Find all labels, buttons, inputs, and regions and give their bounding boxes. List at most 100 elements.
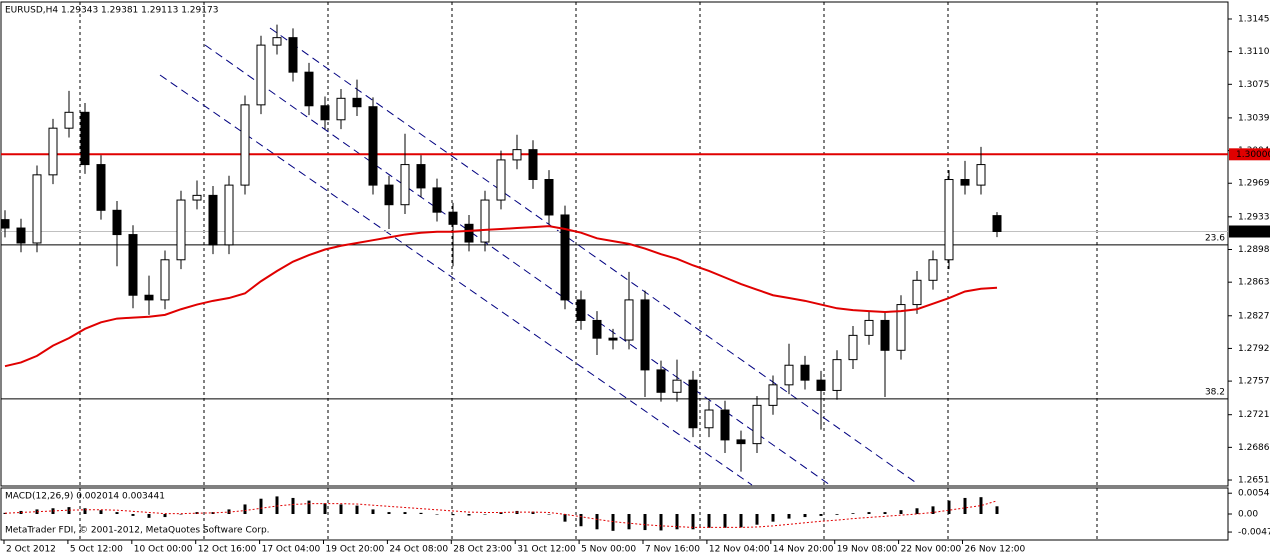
macd-bar xyxy=(659,514,663,531)
candle-body xyxy=(560,214,570,301)
candle-body xyxy=(240,104,250,186)
macd-bar xyxy=(691,514,695,530)
channel xyxy=(159,27,916,486)
macd-bar xyxy=(115,512,119,514)
macd-bar xyxy=(483,514,487,515)
y-tick-label: 1.28270 xyxy=(1238,311,1270,321)
candle-body xyxy=(736,439,746,445)
y-tick-label: 1.26860 xyxy=(1238,443,1270,453)
x-tick-label: 12 Nov 04:00 xyxy=(709,545,770,555)
candle-body xyxy=(80,111,90,166)
macd-bar xyxy=(707,514,711,528)
y-tick-label: 1.27210 xyxy=(1238,410,1270,420)
channel-line xyxy=(204,44,831,486)
macd-bar xyxy=(131,514,135,516)
macd-bar xyxy=(99,510,103,514)
candle-body xyxy=(640,299,650,371)
candle-body xyxy=(976,164,986,186)
macd-bar xyxy=(947,500,951,514)
macd-bar xyxy=(755,514,759,525)
candle-body xyxy=(432,187,442,213)
candle-body xyxy=(832,359,842,391)
x-tick-label: 5 Oct 12:00 xyxy=(70,545,123,555)
x-tick-label: 5 Nov 00:00 xyxy=(581,545,636,555)
y-tick-label: 1.28630 xyxy=(1238,278,1270,288)
level-label: 23.6 xyxy=(1205,233,1225,243)
candle-body xyxy=(352,97,362,108)
candle-body xyxy=(784,364,794,386)
y-tick-label: 1.27920 xyxy=(1238,344,1270,354)
y-tick-label: 1.29690 xyxy=(1238,179,1270,189)
macd-bar xyxy=(3,512,7,514)
main-frame xyxy=(0,1,1229,487)
y-tick-label: 0.00544 xyxy=(1238,489,1270,499)
macd-bar xyxy=(163,514,167,518)
macd-bar xyxy=(883,512,887,514)
y-tick-label: 1.29330 xyxy=(1238,212,1270,222)
macd-bar xyxy=(979,497,983,514)
macd-bar xyxy=(611,514,615,531)
macd-bar xyxy=(723,514,727,528)
candle-body xyxy=(144,294,154,301)
x-tick-label: 10 Oct 00:00 xyxy=(134,545,193,555)
macd-bar xyxy=(835,514,839,515)
candle-body xyxy=(448,211,458,225)
macd-bar xyxy=(387,512,391,514)
macd-bar xyxy=(419,512,423,514)
watermark: MetaTrader FDI, © 2001-2012, MetaQuotes … xyxy=(5,526,270,536)
candle-body xyxy=(752,404,762,445)
candle-body xyxy=(32,174,42,244)
candle-body xyxy=(992,215,1002,232)
chart-title: EURUSD,H4 1.29343 1.29381 1.29113 1.2917… xyxy=(5,6,218,16)
candle-body xyxy=(672,379,682,393)
macd-bar xyxy=(371,509,375,514)
macd-bar xyxy=(323,503,327,514)
candle-body xyxy=(0,219,10,229)
macd-bar xyxy=(83,508,87,514)
candle-body xyxy=(208,194,218,246)
candle-body xyxy=(608,337,618,341)
candle-body xyxy=(960,179,970,186)
x-tick-label: 12 Oct 16:00 xyxy=(198,545,257,555)
candle-body xyxy=(112,209,122,236)
candle-body xyxy=(864,319,874,336)
x-tick-label: 28 Oct 23:00 xyxy=(453,545,512,555)
macd-bar xyxy=(547,514,551,515)
moving-average xyxy=(4,225,998,368)
candle-body xyxy=(768,384,778,406)
candle-body xyxy=(688,379,698,429)
y-tick-label: 1.30750 xyxy=(1238,80,1270,90)
candle-body xyxy=(48,127,58,176)
macd-bar xyxy=(563,514,567,522)
macd-bar xyxy=(643,514,647,531)
macd-label: MACD(12,26,9) 0.002014 0.003441 xyxy=(5,492,165,502)
candle-body xyxy=(224,184,234,246)
y-tick-label: 1.31450 xyxy=(1238,14,1270,24)
x-tick-label: 22 Nov 00:00 xyxy=(901,545,962,555)
y-tick-label: 1.28980 xyxy=(1238,245,1270,255)
candle-body xyxy=(800,364,810,381)
candle-body xyxy=(64,111,74,129)
channel-line xyxy=(159,74,753,486)
candle-body xyxy=(288,37,298,73)
macd-bar xyxy=(803,514,807,518)
macd-bar xyxy=(915,508,919,514)
macd-bar xyxy=(995,506,999,514)
level-tag xyxy=(1229,148,1270,161)
macd-bar xyxy=(531,511,535,514)
x-tick-label: 2 Oct 2012 xyxy=(6,545,56,555)
candle-body xyxy=(464,223,474,243)
x-tick-label: 7 Nov 16:00 xyxy=(645,545,700,555)
macd-bar xyxy=(435,514,439,515)
macd-bar xyxy=(499,512,503,514)
candle-body xyxy=(880,319,890,351)
y-tick-label: 1.30390 xyxy=(1238,113,1270,123)
macd-bar xyxy=(451,514,455,516)
x-tick-label: 26 Nov 12:00 xyxy=(965,545,1026,555)
macd-signal xyxy=(4,500,998,528)
macd-bar xyxy=(259,498,263,514)
candle-body xyxy=(544,179,554,216)
candle-body xyxy=(480,199,490,243)
